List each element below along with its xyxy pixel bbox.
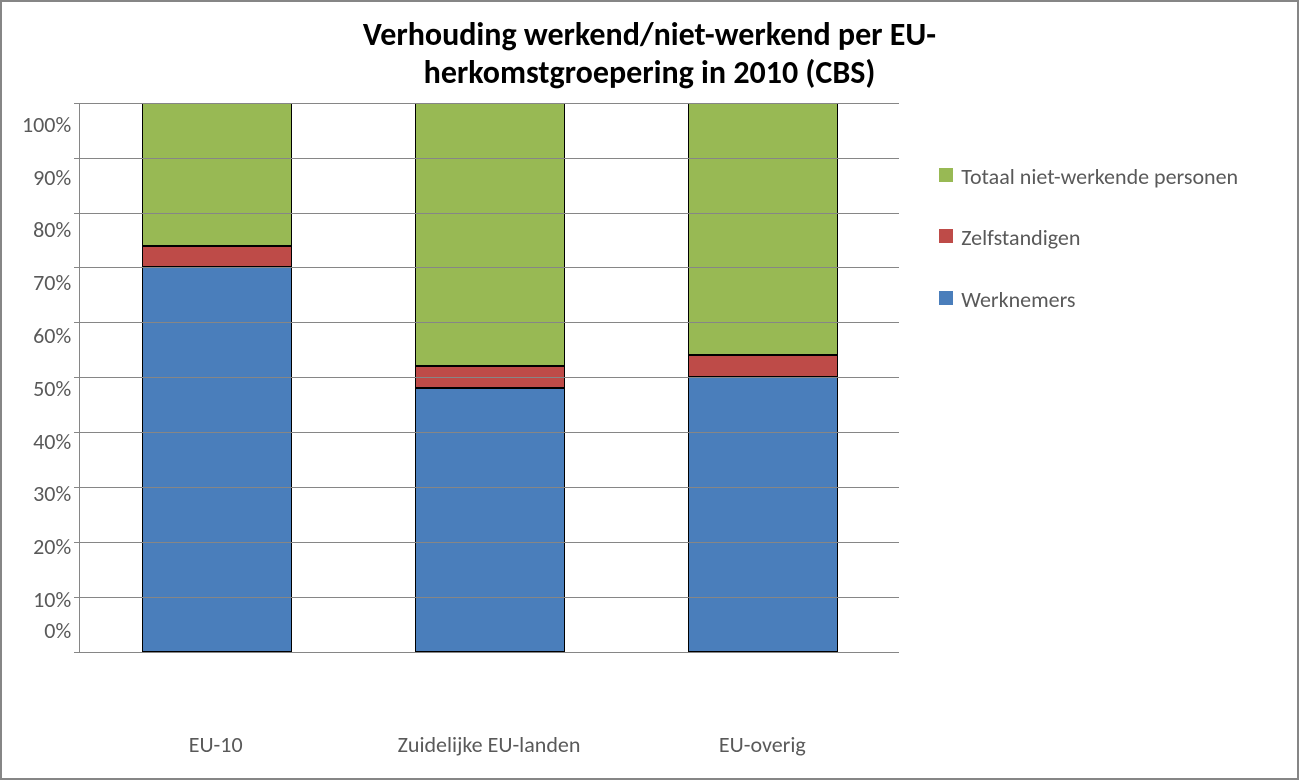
gridline — [80, 103, 899, 104]
bar-segment-werknemers — [688, 377, 838, 652]
y-tick-label: 10% — [33, 589, 71, 611]
bar-segment-niet_werkend — [142, 103, 292, 246]
y-tick-label: 90% — [33, 167, 71, 189]
y-tick-label: 80% — [33, 219, 71, 241]
chart-title-line1: Verhouding werkend/niet-werkend per EU- — [363, 15, 936, 54]
chart-title-line2: herkomstgroepering in 2010 (CBS) — [424, 53, 876, 92]
y-tick-label: 50% — [33, 378, 71, 400]
gridline — [80, 322, 899, 323]
chart-container: Verhouding werkend/niet-werkend per EU- … — [0, 0, 1299, 780]
y-tick-label: 40% — [33, 431, 71, 453]
x-tick-label: EU-overig — [626, 731, 899, 758]
y-tick-mark — [74, 158, 80, 159]
gridline — [80, 377, 899, 378]
bar-segment-zelfstandigen — [142, 246, 292, 268]
plot-area-row: 100% 90% 80% 70% 60% 50% 40% 30% 20% 10% 0% — [22, 103, 899, 721]
plot-area — [79, 103, 899, 653]
legend-item-niet_werkend: Totaal niet-werkende personen — [939, 163, 1238, 191]
y-tick-mark — [74, 267, 80, 268]
x-tick-label: Zuidelijke EU-landen — [352, 731, 625, 758]
y-axis: 100% 90% 80% 70% 60% 50% 40% 30% 20% 10% 0% — [22, 103, 79, 653]
y-tick-label: 0% — [44, 620, 71, 642]
y-tick-mark — [74, 652, 80, 653]
legend-swatch — [939, 291, 953, 305]
y-tick-mark — [74, 597, 80, 598]
legend-label: Werknemers — [961, 286, 1075, 314]
y-tick-mark — [74, 542, 80, 543]
y-tick-label: 100% — [22, 114, 71, 136]
bar-segment-niet_werkend — [415, 103, 565, 367]
legend: Totaal niet-werkende personen Zelfstandig… — [899, 103, 1238, 758]
chart-title: Verhouding werkend/niet-werkend per EU- … — [2, 2, 1297, 93]
y-tick-mark — [74, 377, 80, 378]
gridline — [80, 487, 899, 488]
y-tick-label: 30% — [33, 483, 71, 505]
bar-segment-werknemers — [142, 267, 292, 651]
chart-body: 100%90%80%70%60%50%40%30%20%10%0% EU-10Z… — [2, 93, 1297, 778]
gridline — [80, 213, 899, 214]
legend-item-zelfstandigen: Zelfstandigen — [939, 224, 1238, 252]
gridline — [80, 432, 899, 433]
legend-label: Totaal niet-werkende personen — [961, 163, 1238, 191]
y-tick-mark — [74, 432, 80, 433]
plot-wrap: 100% 90% 80% 70% 60% 50% 40% 30% 20% 10% 0% EU-10Z… — [22, 103, 899, 758]
x-axis: EU-10Zuidelijke EU-landenEU-overig — [79, 721, 899, 758]
y-tick-label: 60% — [33, 325, 71, 347]
legend-swatch — [939, 168, 953, 182]
y-tick-mark — [74, 322, 80, 323]
legend-item-werknemers: Werknemers — [939, 286, 1238, 314]
y-tick-mark — [74, 213, 80, 214]
gridline — [80, 542, 899, 543]
y-tick-label: 20% — [33, 536, 71, 558]
gridline — [80, 267, 899, 268]
gridline — [80, 597, 899, 598]
bar-segment-werknemers — [415, 388, 565, 652]
bar-segment-niet_werkend — [688, 103, 838, 356]
gridline — [80, 158, 899, 159]
y-tick-mark — [74, 103, 80, 104]
legend-label: Zelfstandigen — [961, 224, 1080, 252]
legend-swatch — [939, 229, 953, 243]
y-tick-mark — [74, 487, 80, 488]
bar-segment-zelfstandigen — [688, 355, 838, 377]
y-tick-label: 70% — [33, 272, 71, 294]
x-tick-label: EU-10 — [79, 731, 352, 758]
